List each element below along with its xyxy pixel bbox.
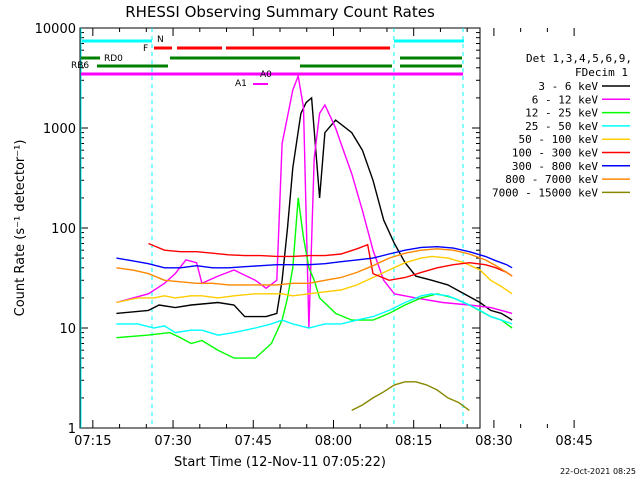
chart-title: RHESSI Observing Summary Count Rates — [125, 3, 435, 21]
series-line — [116, 73, 513, 329]
x-axis-label: Start Time (12-Nov-11 07:05:22) — [174, 455, 386, 470]
annotation-bars: NF RD0 RB6 A1 A0 — [71, 28, 464, 428]
series-lines — [116, 73, 513, 412]
legend-label: 50 - 100 keV — [519, 133, 599, 146]
x-tick-label: 07:45 — [235, 434, 272, 449]
legend-label: 100 - 300 keV — [512, 147, 598, 160]
annotation-label-f: F — [143, 44, 148, 54]
legend-header-line-2: FDecim 1 — [575, 66, 628, 79]
x-tick-label: 07:15 — [74, 434, 111, 449]
legend-label: 12 - 25 keV — [525, 107, 598, 120]
footer-date: 22-Oct-2021 08:25 — [560, 467, 636, 476]
x-tick-label: 08:00 — [315, 434, 352, 449]
x-tick-label: 08:15 — [395, 434, 432, 449]
x-tick-label: 07:30 — [154, 434, 191, 449]
series-line — [148, 242, 513, 282]
series-line — [116, 248, 513, 286]
legend-label: 6 - 12 keV — [532, 93, 599, 106]
x-axis: 07:15 07:30 07:45 08:00 08:15 08:30 08:45 — [74, 28, 593, 449]
series-line — [116, 197, 513, 359]
annotation-label-a1: A1 — [235, 79, 247, 89]
annotation-label-rd0: RD0 — [104, 54, 123, 64]
y-tick-label: 1000 — [43, 122, 76, 137]
y-tick-label: 10000 — [35, 22, 76, 37]
series-line — [116, 96, 513, 321]
x-tick-label: 08:30 — [475, 434, 512, 449]
y-tick-label: 10 — [59, 322, 76, 337]
series-line — [116, 255, 513, 304]
legend-header-line-1: Det 1,3,4,5,6,9, — [526, 52, 632, 65]
annotation-label-rb6: RB6 — [71, 61, 89, 71]
y-tick-label: 100 — [51, 222, 76, 237]
series-line — [116, 245, 513, 269]
y-tick-label: 1 — [68, 422, 76, 437]
annotation-label-n: N — [157, 35, 164, 45]
legend-label: 25 - 50 keV — [525, 120, 598, 133]
legend-label: 3 - 6 keV — [538, 80, 598, 93]
y-axis-label: Count Rate (s⁻¹ detector⁻¹) — [13, 140, 28, 317]
annotation-label-a0: A0 — [260, 70, 272, 80]
plot-frame — [79, 27, 481, 429]
series-line — [116, 293, 513, 336]
x-tick-label: 08:45 — [555, 434, 592, 449]
legend-label: 800 - 7000 keV — [505, 173, 598, 186]
legend-label: 300 - 800 keV — [512, 160, 598, 173]
legend-label: 7000 - 15000 keV — [492, 186, 598, 199]
series-line — [351, 381, 470, 412]
